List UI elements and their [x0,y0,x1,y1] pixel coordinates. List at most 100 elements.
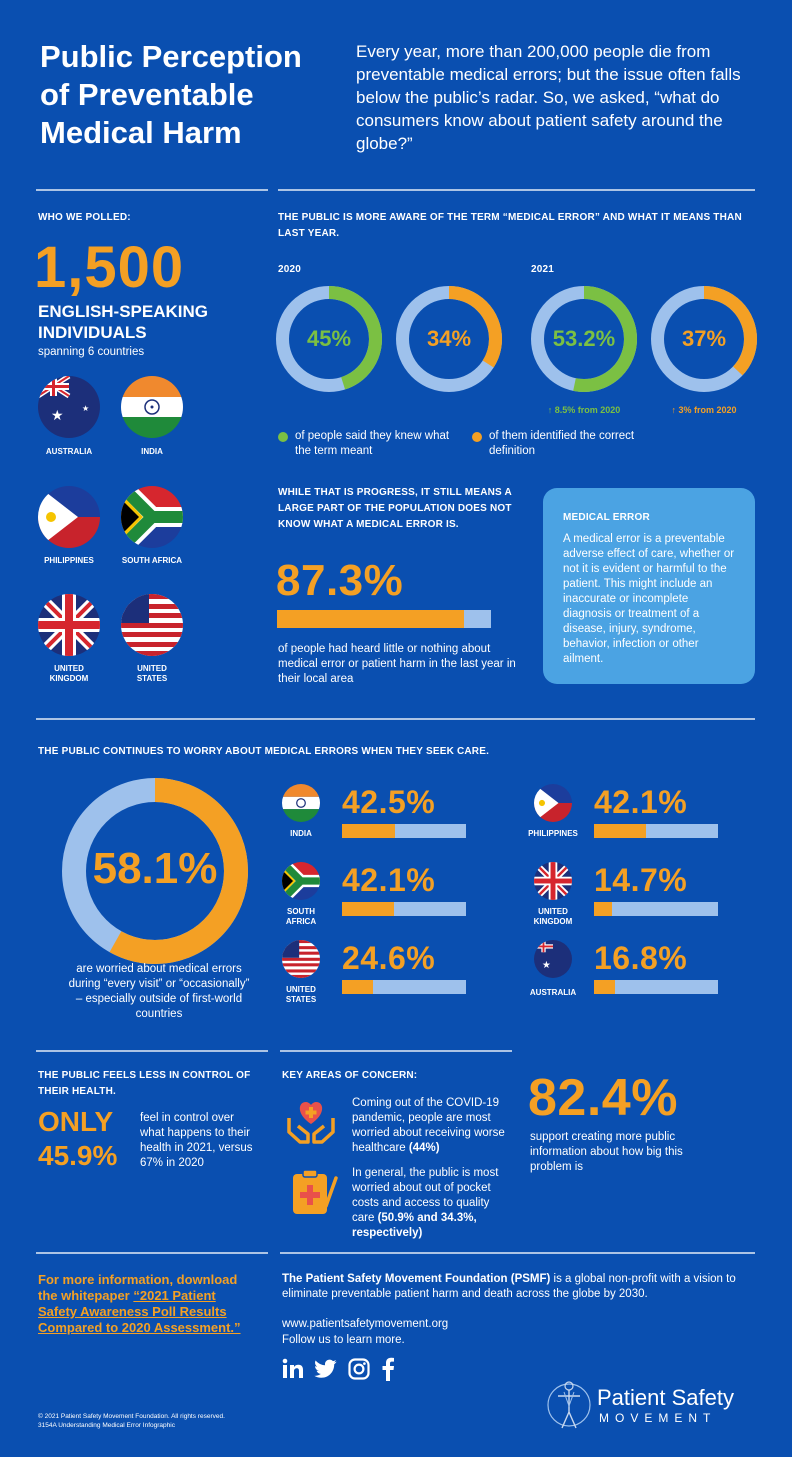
worry-country-name: SOUTH AFRICA [285,907,317,926]
psmf-description: The Patient Safety Movement Foundation (… [282,1273,736,1300]
worry-bar-fill [594,980,615,994]
facebook-icon[interactable] [381,1357,395,1381]
country-label-australia: AUSTRALIA [45,447,93,456]
india-flag-icon [282,784,320,822]
south-africa-flag-icon [121,486,183,548]
philippines-flag-icon [38,486,100,548]
definition-title: MEDICAL ERROR [563,512,650,523]
linkedin-icon[interactable] [282,1358,304,1380]
worry-country-name: INDIA [290,829,312,838]
philippines-flag-icon [534,784,572,822]
control-value: 45.9% [38,1140,118,1171]
worry-bar [342,980,466,994]
awareness-ring-2: 34% [396,286,502,392]
legend-green-dot [278,432,288,442]
intro-text: Every year, more than 200,000 people die… [356,42,741,153]
worry-bar [594,824,718,838]
polled-description: ENGLISH-SPEAKING INDIVIDUALS [38,302,209,342]
united-kingdom-flag-icon [534,862,572,900]
concerns-heading: KEY AREAS OF CONCERN: [282,1070,418,1081]
twitter-icon[interactable] [314,1358,338,1380]
divider [36,1252,268,1254]
progress-bar [277,610,491,628]
support-value: 82.4% [528,1069,678,1127]
polled-sub: spanning 6 countries [38,346,145,358]
concern-item-2: In general, the public is most worried a… [352,1167,499,1239]
hands-heart-icon [286,1094,336,1146]
polled-heading: WHO WE POLLED: [38,212,131,223]
instagram-icon[interactable] [348,1358,370,1380]
worry-country-name: UNITED KINGDOM [533,907,573,926]
country-label-united-kingdom: UNITED KINGDOM [49,664,89,683]
ring-arc [276,286,382,392]
progress-value: 87.3% [276,556,404,605]
worry-bar [342,824,466,838]
legend-orange-text: of them identified the correct definitio… [489,430,635,457]
worry-bar-fill [594,902,613,916]
svg-text:★: ★ [82,404,89,413]
awareness-ring-1: 45% [276,286,382,392]
worry-ring: 58.1% [62,778,248,964]
change-note-1: ↑ 8.5% from 2020 [547,405,621,415]
awareness-heading: THE PUBLIC IS MORE AWARE OF THE TERM “ME… [278,212,742,239]
worry-ring-value: 58.1% [92,844,218,893]
australia-flag-icon: ★ [534,940,572,978]
worry-bar-fill [342,824,395,838]
country-label-india: INDIA [141,447,163,456]
united-states-flag-icon [282,940,320,978]
svg-text:★: ★ [51,408,64,424]
worry-heading: THE PUBLIC CONTINUES TO WORRY ABOUT MEDI… [38,746,490,757]
clipboard-cost-icon [290,1168,338,1218]
awareness-ring-3: 53.2% [531,286,637,392]
follow-text: Follow us to learn more. [282,1334,405,1346]
worry-country-value: 42.1% [594,784,688,820]
divider [36,1050,268,1052]
worry-bar-fill [342,902,395,916]
logo-text-line1: Patient Safety [597,1385,734,1410]
more-info: For more information, download the white… [38,1272,241,1335]
page-title: Public Perception of Preventable Medical… [40,39,302,150]
country-label-south-africa: SOUTH AFRICA [121,556,183,565]
definition-text: A medical error is a preventable adverse… [563,533,735,665]
progress-bar-fill [277,610,464,628]
ring-value: 34% [426,326,472,351]
india-flag-icon [121,376,183,438]
concern-item-1: Coming out of the COVID-19 pandemic, peo… [352,1097,505,1154]
worry-country-name: UNITED STATES [285,985,317,1004]
support-desc: support creating more public information… [530,1131,683,1173]
control-only: ONLY [38,1106,114,1137]
ring-value: 45% [306,326,352,351]
ring-arc [62,778,248,964]
awareness-ring-4: 37% [651,286,757,392]
ring-arc [396,286,502,392]
worry-country-name: AUSTRALIA [529,988,577,997]
arrow-up-icon: ↑ [547,405,555,415]
website-link[interactable]: www.patientsafetymovement.org [282,1318,449,1330]
worry-bar [342,902,466,916]
copyright: © 2021 Patient Safety Movement Foundatio… [38,1413,225,1429]
worry-bar [594,902,718,916]
logo-text-line2: MOVEMENT [599,1411,717,1425]
divider [280,1252,755,1254]
divider [36,189,268,191]
year-2020-label: 2020 [278,264,302,275]
worry-bar-fill [342,980,373,994]
worry-country-value: 42.1% [342,862,436,898]
arrow-up-icon: ↑ [671,405,679,415]
united-states-flag-icon [121,594,183,656]
polled-count: 1,500 [34,235,185,300]
change-note-2: ↑ 3% from 2020 [671,405,737,415]
divider [36,718,755,720]
year-2021-label: 2021 [531,264,555,275]
whitepaper-link[interactable]: “2021 Patient Safety Awareness Poll Resu… [38,1288,241,1335]
psm-logo-icon [546,1376,592,1434]
progress-heading: WHILE THAT IS PROGRESS, IT STILL MEANS A… [278,487,512,530]
worry-desc: are worried about medical errors during … [68,963,250,1020]
worry-bar [594,980,718,994]
worry-country-value: 14.7% [594,862,688,898]
country-label-philippines: PHILIPPINES [44,556,94,565]
legend-orange-dot [472,432,482,442]
country-label-united-states: UNITED STATES [136,664,168,683]
legend-green-text: of people said they knew what the term m… [295,430,450,457]
worry-country-name: PHILIPPINES [528,829,578,838]
